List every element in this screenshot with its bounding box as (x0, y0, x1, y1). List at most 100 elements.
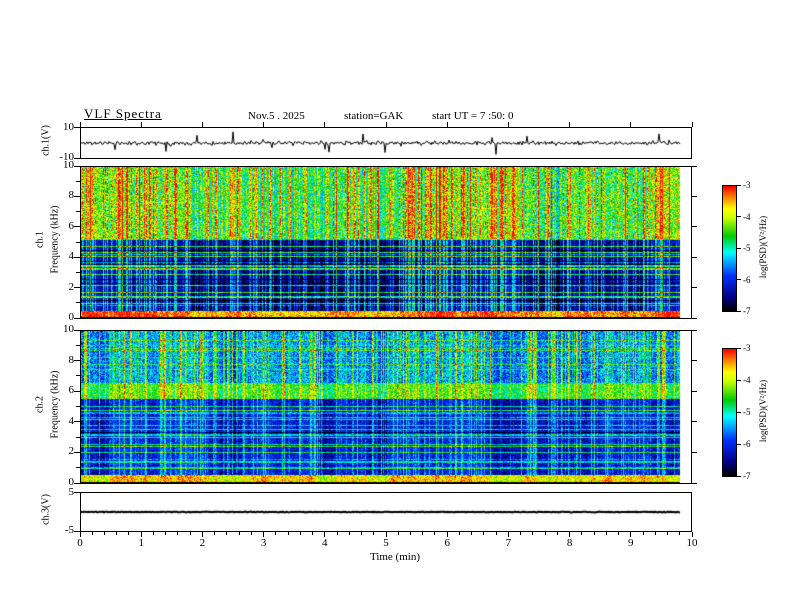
freq-minor-tick-mark (76, 271, 80, 273)
x-minor-tick-mark (556, 532, 558, 535)
x-minor-tick-mark (312, 532, 314, 535)
freq-tick-mark (74, 451, 80, 453)
x-tick-label: 0 (77, 537, 83, 549)
freq-tick-label: 10 (63, 323, 74, 335)
x-minor-tick-mark (397, 532, 399, 535)
ylabel-spec1-frequency: Frequency (kHz) (49, 205, 61, 274)
x-minor-tick-mark (654, 532, 656, 535)
x-minor-tick-mark (189, 532, 191, 535)
spectrogram-ch1-canvas (81, 167, 691, 318)
spectrogram-ch2-canvas (81, 331, 691, 483)
colorbar-ch1-canvas (723, 186, 736, 311)
waveform-ch1-panel (80, 127, 692, 159)
x-tick-label: 4 (322, 537, 328, 549)
x-tick-label: 6 (444, 537, 450, 549)
freq-tick-mark (74, 317, 80, 319)
x-minor-tick-mark (373, 532, 375, 535)
x-tick-mark (385, 532, 387, 537)
freq-tick-mark (692, 390, 697, 392)
freq-minor-tick-mark (76, 241, 80, 243)
freq-minor-tick-mark (76, 467, 80, 469)
ch1v-ytick-top: 10 (63, 121, 74, 133)
freq-tick-mark (74, 482, 80, 484)
x-tick-mark (324, 532, 326, 537)
x-tick-mark (201, 532, 203, 537)
freq-tick-label: 10 (63, 159, 74, 171)
x-tick-mark (569, 122, 571, 127)
freq-tick-mark (74, 165, 80, 167)
x-minor-tick-mark (471, 532, 473, 535)
x-minor-tick-mark (226, 532, 228, 535)
freq-minor-tick-mark (76, 180, 80, 182)
ylabel-spec1-channel: ch.1 (34, 231, 46, 248)
x-minor-tick-mark (361, 532, 363, 535)
freq-tick-label: 2 (68, 445, 75, 458)
colorbar-tick-mark (737, 184, 741, 186)
freq-tick-mark (692, 165, 697, 167)
freq-tick-label: 8 (68, 353, 75, 366)
freq-tick-mark (692, 360, 697, 362)
waveform-ch3-canvas (81, 493, 691, 531)
freq-tick-mark (74, 421, 80, 423)
x-tick-mark (630, 532, 632, 537)
x-tick-label: 1 (138, 537, 144, 549)
freq-tick-label: 2 (68, 280, 75, 293)
spectrogram-ch1-panel (80, 166, 692, 319)
freq-tick-label: 6 (68, 384, 75, 397)
colorbar-tick-mark (737, 411, 741, 413)
colorbar-tick-label: -3 (743, 180, 751, 190)
colorbar-ch2-canvas (723, 349, 736, 476)
x-minor-tick-mark (544, 532, 546, 535)
freq-minor-tick-mark (76, 211, 80, 213)
start-ut-label: start UT = 7 :50: 0 (432, 110, 514, 122)
freq-tick-mark (692, 451, 697, 453)
x-tick-mark (79, 532, 81, 537)
x-minor-tick-mark (336, 532, 338, 535)
ylabel-ch3v: ch.3(V) (40, 494, 52, 525)
x-tick-label: 10 (686, 537, 698, 549)
freq-tick-label: 6 (68, 219, 75, 232)
x-minor-tick-mark (618, 532, 620, 535)
colorbar-tick-mark (737, 279, 741, 280)
x-minor-tick-mark (605, 532, 607, 535)
colorbar-tick-mark (737, 475, 741, 477)
x-tick-mark (630, 122, 632, 127)
freq-tick-mark (74, 256, 80, 258)
freq-tick-label: 8 (68, 189, 75, 202)
x-tick-mark (507, 122, 509, 127)
x-minor-tick-mark (483, 532, 485, 535)
freq-tick-mark (74, 195, 80, 197)
x-tick-label: 3 (260, 537, 267, 549)
plot-title: VLF Spectra (84, 106, 162, 121)
freq-tick-mark (74, 390, 80, 392)
x-minor-tick-mark (520, 532, 522, 535)
x-minor-tick-mark (250, 532, 252, 535)
freq-tick-mark (692, 226, 697, 228)
waveform-ch3-panel (80, 492, 692, 532)
freq-tick-mark (692, 195, 697, 197)
x-tick-label: 2 (199, 537, 206, 549)
x-minor-tick-mark (152, 532, 154, 535)
freq-tick-mark (74, 226, 80, 228)
x-minor-tick-mark (593, 532, 595, 535)
x-tick-label: 7 (505, 537, 512, 549)
x-tick-mark (569, 532, 571, 537)
colorbar-tick-label: -3 (743, 343, 751, 353)
colorbar-ch1 (722, 185, 737, 312)
x-minor-tick-mark (667, 532, 669, 535)
x-minor-tick-mark (287, 532, 289, 535)
spectrogram-ch2-panel (80, 330, 692, 484)
x-minor-tick-mark (116, 532, 118, 535)
colorbar-tick-label: -6 (743, 274, 751, 285)
x-tick-mark (79, 122, 81, 127)
colorbar-ch2 (722, 348, 737, 477)
freq-tick-mark (692, 317, 697, 319)
freq-tick-mark (74, 287, 80, 289)
x-tick-mark (691, 122, 693, 127)
colorbar-tick-label: -7 (743, 306, 751, 316)
waveform-ch1-canvas (81, 128, 691, 158)
freq-tick-mark (692, 421, 697, 423)
x-tick-label: 9 (628, 537, 634, 549)
colorbar-tick-label: -6 (743, 439, 751, 449)
